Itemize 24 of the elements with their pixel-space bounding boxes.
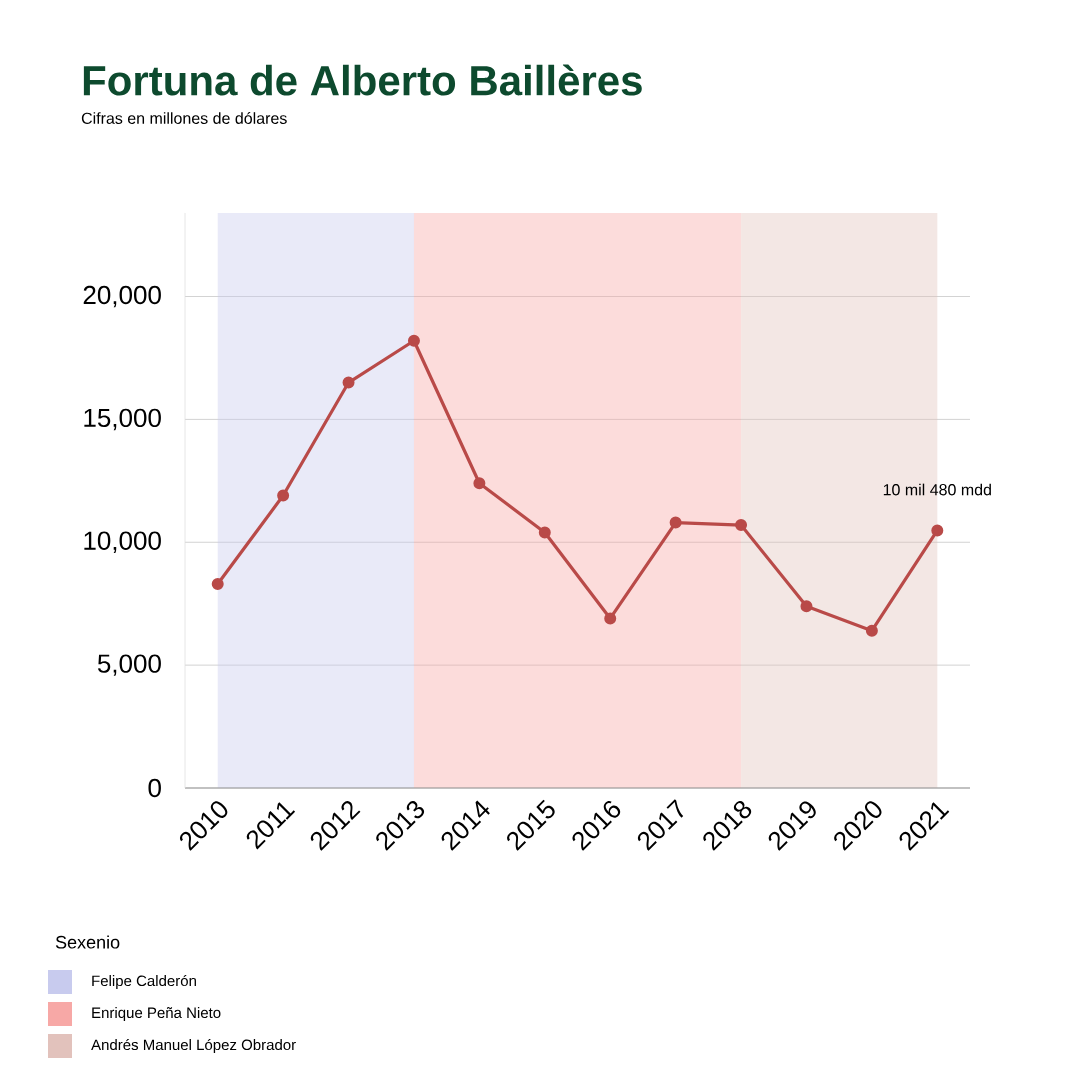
annotation: 10 mil 480 mdd: [883, 483, 991, 496]
point: [669, 516, 682, 529]
point: [800, 600, 813, 613]
point: [407, 334, 420, 347]
chart-subtitle: Cifras en millones de dólares: [81, 112, 287, 124]
point: [735, 519, 748, 532]
chart-title: Fortuna de Alberto Baillères: [83, 64, 642, 96]
legend-label: Felipe Calderón: [92, 974, 196, 990]
legend-title: Sexenio: [55, 935, 120, 949]
point: [538, 526, 551, 539]
point: [604, 612, 617, 625]
point: [342, 376, 355, 389]
point: [865, 624, 878, 637]
point: [277, 489, 290, 502]
point: [473, 477, 486, 490]
y-tick-label: 15,000: [84, 408, 161, 431]
point: [931, 524, 944, 537]
y-tick-label: 10,000: [84, 531, 161, 553]
y-tick-label: 20,000: [83, 285, 161, 308]
y-tick-label: 0: [148, 778, 161, 798]
legend-label: Andrés Manuel López Obrador: [91, 1038, 296, 1054]
point: [211, 578, 224, 591]
legend-label: Enrique Peña Nieto: [92, 1007, 221, 1021]
y-tick-label: 5,000: [97, 654, 161, 676]
